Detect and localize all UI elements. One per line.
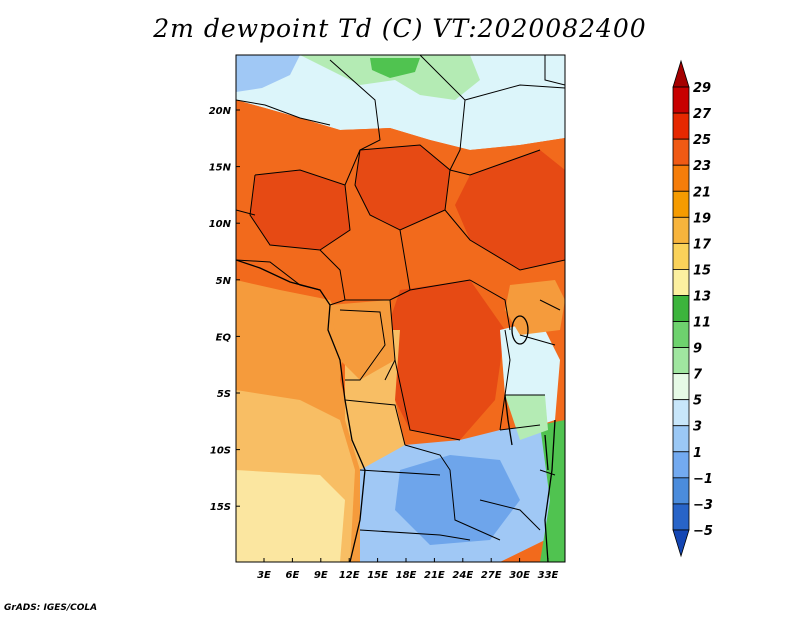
tanzania-green bbox=[505, 395, 548, 440]
grads-credit: GrADS: IGES/COLA bbox=[4, 603, 98, 613]
colorbar-swatch bbox=[672, 425, 690, 453]
colorbar-swatch bbox=[672, 503, 690, 531]
colorbar-label: 7 bbox=[693, 368, 703, 383]
colorbar-swatch bbox=[672, 321, 690, 348]
colorbar-label: 9 bbox=[693, 342, 702, 357]
map-frame bbox=[235, 54, 566, 563]
colorbar-swatch bbox=[672, 216, 690, 244]
longitude-tick-label: 33E bbox=[538, 570, 559, 581]
longitude-tick-label: 18E bbox=[396, 570, 417, 581]
colorbar-swatch bbox=[672, 138, 690, 166]
colorbar-swatch bbox=[672, 399, 690, 427]
colorbar-label: −1 bbox=[693, 472, 713, 487]
longitude-tick-label: 12E bbox=[339, 570, 360, 581]
sahel-green-patch bbox=[370, 58, 420, 78]
latitude-tick-label: 10N bbox=[209, 219, 232, 230]
colorbar: 29 27 25 23 21 19 17 15 13 11 9 7 5 3 1 −1 −3 −5 bbox=[672, 59, 713, 558]
colorbar-swatch bbox=[672, 164, 690, 192]
colorbar-label: 27 bbox=[693, 107, 712, 122]
longitude-tick-label: 9E bbox=[314, 570, 328, 581]
latitude-tick-label: 5S bbox=[217, 389, 231, 400]
colorbar-swatch bbox=[672, 529, 690, 558]
colorbar-label: −3 bbox=[693, 498, 713, 513]
colorbar-swatch bbox=[672, 347, 690, 375]
colorbar-swatch bbox=[672, 242, 690, 270]
colorbar-swatch bbox=[672, 190, 690, 218]
colorbar-label: −5 bbox=[693, 524, 713, 539]
zambia-core-dry bbox=[395, 455, 520, 545]
coastlines bbox=[236, 259, 556, 562]
colorbar-label: 23 bbox=[693, 159, 711, 174]
latitude-tick-label: 15N bbox=[209, 163, 232, 174]
colorbar-label: 29 bbox=[693, 81, 711, 96]
map-panel bbox=[236, 55, 565, 562]
colorbar-swatch bbox=[672, 373, 690, 401]
colorbar-label: 5 bbox=[693, 394, 702, 409]
latitude-axis: 20N 15N 10N 5N EQ 5S 10S 15S bbox=[209, 106, 240, 513]
congo-basin-core bbox=[385, 280, 505, 440]
colorbar-label: 17 bbox=[693, 237, 712, 252]
longitude-tick-label: 21E bbox=[424, 570, 445, 581]
colorbar-label: 15 bbox=[693, 263, 711, 278]
east-africa-lake-belt bbox=[505, 280, 565, 335]
chart-title: 2m dewpoint Td (C) VT:2020082400 bbox=[153, 14, 647, 43]
longitude-tick-label: 24E bbox=[452, 570, 473, 581]
colorbar-swatch bbox=[672, 112, 690, 140]
sahara-dry-region bbox=[236, 55, 565, 150]
latitude-tick-label: 15S bbox=[210, 502, 231, 513]
colorbar-swatch bbox=[672, 269, 690, 296]
south-atlantic-cream bbox=[236, 470, 345, 562]
sudan-east-core bbox=[455, 150, 565, 270]
colorbar-swatch bbox=[672, 451, 690, 479]
colorbar-swatch bbox=[672, 86, 690, 114]
colorbar-swatch bbox=[672, 59, 690, 88]
colorbar-label: 19 bbox=[693, 211, 711, 226]
colorbar-label: 11 bbox=[693, 316, 711, 331]
longitude-tick-label: 15E bbox=[367, 570, 388, 581]
nigeria-cameroon-core bbox=[250, 170, 350, 250]
chad-sudan-core bbox=[355, 145, 450, 230]
atlantic-north-blue bbox=[236, 55, 300, 92]
colorbar-label: 3 bbox=[693, 420, 702, 435]
colorbar-swatch bbox=[672, 477, 690, 505]
latitude-tick-label: 20N bbox=[209, 106, 232, 117]
longitude-axis: 3E 6E 9E 12E 15E 18E 21E 24E 27E 30E 33E bbox=[257, 558, 559, 581]
country-borders bbox=[236, 55, 565, 541]
colorbar-label: 13 bbox=[693, 289, 711, 304]
colorbar-swatch bbox=[672, 295, 690, 322]
longitude-tick-label: 30E bbox=[509, 570, 530, 581]
gabon-congo-coast bbox=[330, 300, 395, 380]
longitude-tick-label: 3E bbox=[257, 570, 271, 581]
longitude-tick-label: 27E bbox=[481, 570, 502, 581]
latitude-tick-label: 5N bbox=[216, 276, 232, 287]
latitude-tick-label: 10S bbox=[210, 446, 231, 457]
longitude-tick-label: 6E bbox=[286, 570, 300, 581]
colorbar-label: 1 bbox=[693, 446, 702, 461]
latitude-tick-label: EQ bbox=[216, 332, 232, 343]
colorbar-label: 21 bbox=[693, 185, 711, 200]
colorbar-label: 25 bbox=[693, 133, 711, 148]
